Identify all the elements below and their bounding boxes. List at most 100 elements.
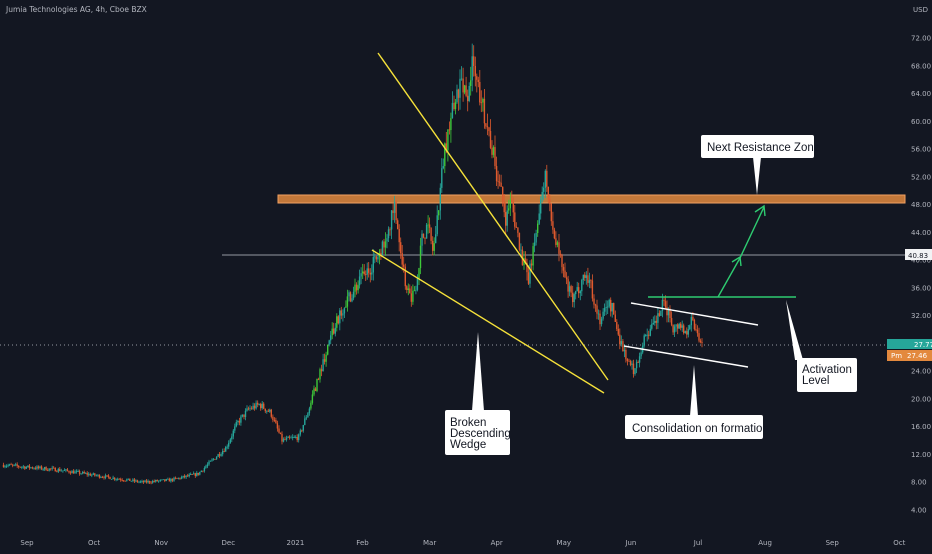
candle-body [547,186,549,199]
candle [238,417,241,426]
candle-body [463,85,466,93]
candle-body [581,280,583,292]
candle-body [661,299,664,311]
currency-label: USD [913,6,928,14]
candle [328,339,330,347]
y-tick-label: 20.00 [911,395,931,403]
level-lines-group [0,254,905,346]
candle-body [562,267,565,271]
candle [206,462,209,469]
candle [53,466,55,469]
candle [86,471,88,477]
candle-body [511,199,513,202]
candle [281,431,283,445]
channel-upper-line[interactable] [630,302,759,326]
level-price-marker[interactable]: 40.83 [905,249,932,260]
candle-body [205,466,207,468]
candle [588,272,591,289]
candle [54,467,56,472]
candle [526,258,528,281]
candle [365,270,367,281]
candle-body [410,293,412,302]
candle-body [16,464,18,466]
candle [412,284,414,305]
candle [390,210,393,240]
x-axis[interactable]: Sep Oct Nov Dec 2021 Feb Mar Apr May Jun Jul Aug Sep… [20,539,905,547]
candle [337,315,339,325]
candle [568,281,571,297]
candle-body [211,459,213,461]
candle-body [72,471,75,474]
candle [550,203,552,226]
candle-body [196,472,198,477]
candle-body [320,369,323,372]
x-tick-label: May [557,539,571,547]
candle-body [4,466,6,468]
candle [132,478,134,483]
candle-body [543,187,545,192]
candle [167,477,169,480]
consolidation-callout[interactable]: Consolidation on formation [625,365,769,439]
y-tick-label: 24.00 [911,368,931,376]
candle-body [406,286,408,290]
candle-body [130,480,132,482]
candle-body [527,272,530,284]
candle-body [13,464,15,466]
candle [494,135,496,170]
candle-body [100,477,102,478]
candle-body [488,127,490,132]
candle [152,479,154,484]
candle-body [699,340,702,343]
candle-body [288,436,291,438]
candle-body [349,292,352,302]
last-price-marker[interactable]: Pm 27.46 [887,350,932,361]
candle [304,415,306,426]
candle-body [369,272,371,275]
candle [37,465,40,470]
candle-body [670,318,673,325]
y-tick-label: 68.00 [911,62,931,70]
x-tick-label: Aug [758,539,772,547]
candle-body [36,466,38,469]
candle [398,224,400,252]
candle-body [56,471,58,473]
candle [649,324,651,337]
candle-body [167,478,169,480]
y-tick-label: 56.00 [911,146,931,154]
channel-lower-line[interactable] [623,345,749,368]
candle-body [575,291,577,295]
candle [561,253,563,274]
candle-body [45,467,47,471]
wedge-callout[interactable]: Broken Descending Wedge [445,332,514,455]
candle-body [124,480,126,482]
wedge-upper-trendline[interactable] [377,52,609,381]
candle [581,278,583,296]
candle [59,467,61,472]
candle-body [132,479,134,481]
resistance-zone[interactable] [277,194,906,204]
candle [459,69,461,110]
current-price-marker[interactable]: 27.77 [887,339,932,349]
candle [133,478,136,483]
candle [573,292,575,308]
x-tick-label: Feb [356,539,369,547]
candle-body [48,468,50,471]
candle [123,480,125,482]
resistance-callout[interactable]: Next Resistance Zone [701,135,820,195]
candle-body [564,270,566,278]
candle [28,464,31,470]
candle [381,240,384,256]
activation-callout[interactable]: Activation Level [786,300,857,392]
candle-body [112,477,114,479]
callouts-group: Broken Descending Wedge Consolidation on… [445,135,857,455]
candle-body [200,470,202,472]
candle [214,458,216,460]
candle-body [86,473,88,475]
candle-body [89,473,91,476]
wedge-lower-trendline[interactable] [371,249,605,394]
candle-body [584,274,586,278]
candle-body [683,325,685,334]
candle [235,419,237,428]
